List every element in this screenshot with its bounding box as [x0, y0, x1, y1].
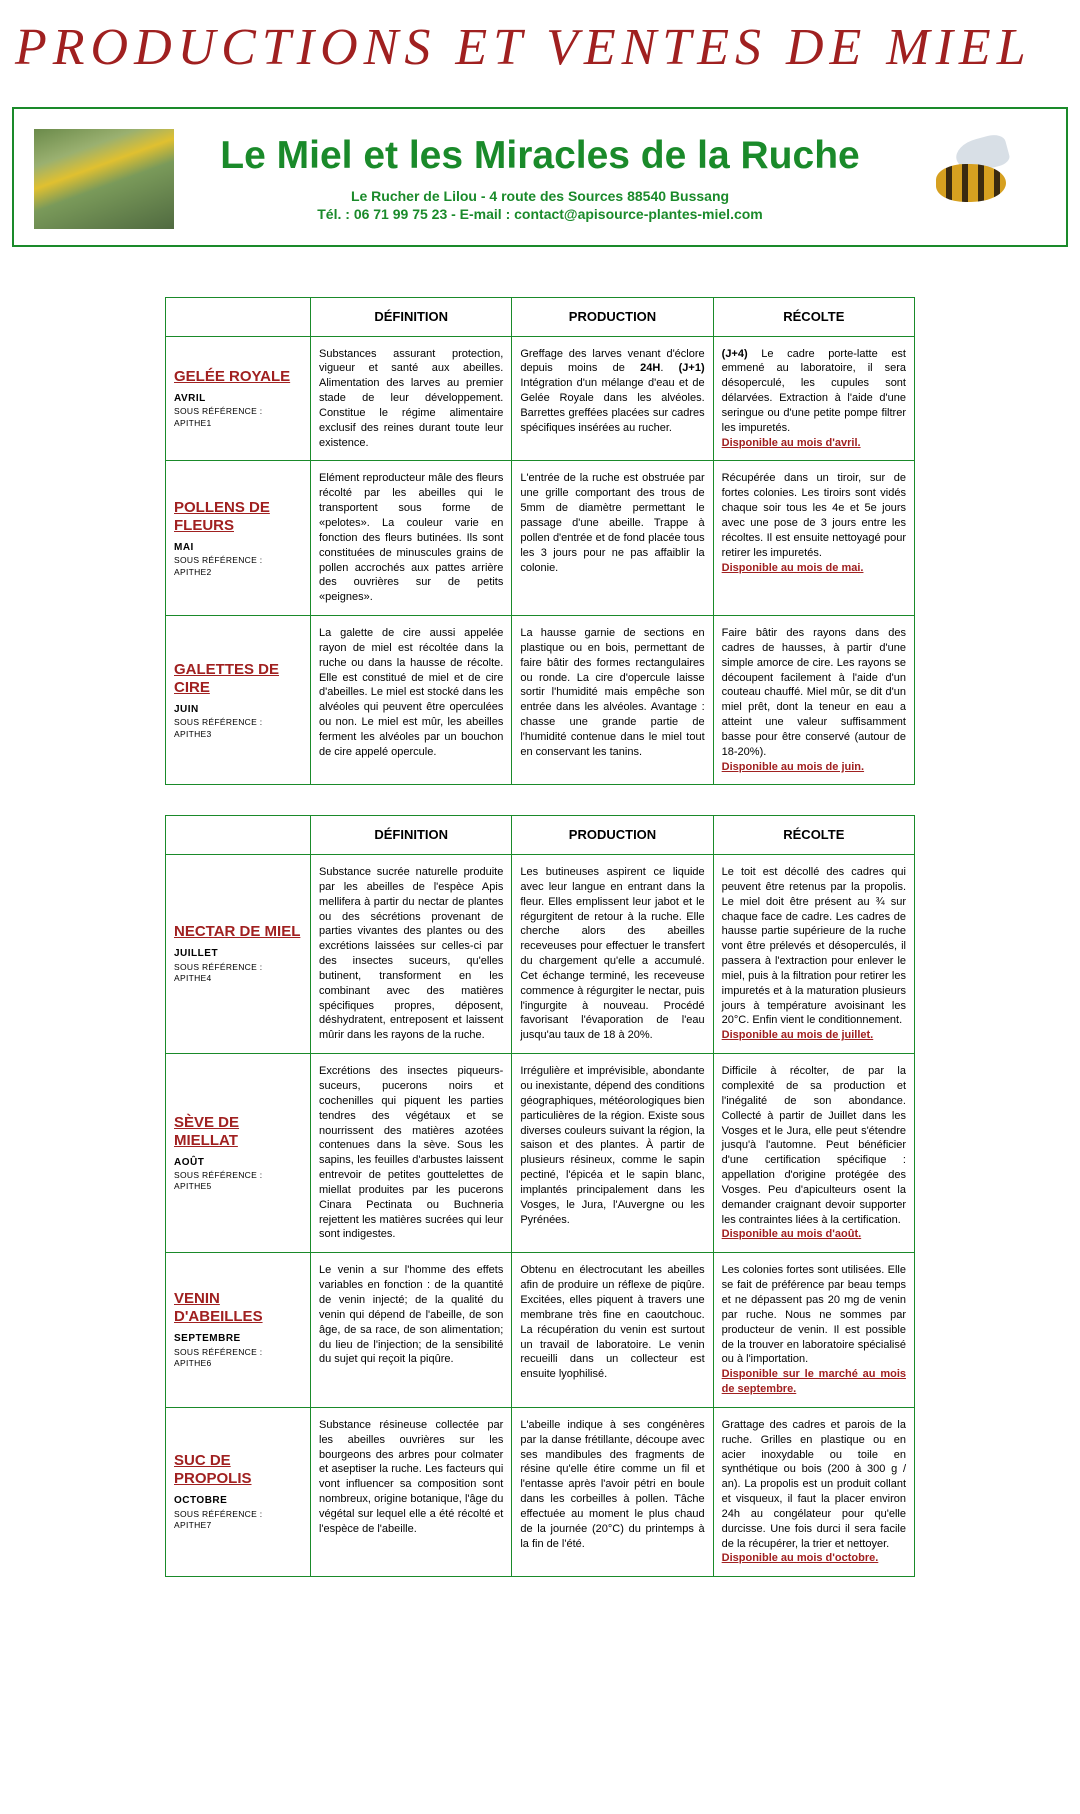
- col-recolte: RÉCOLTE: [713, 298, 914, 337]
- product-title: VENIN D'ABEILLES: [174, 1290, 302, 1326]
- col-recolte: RÉCOLTE: [713, 816, 914, 855]
- product-ref: SOUS RÉFÉRENCE : APITHE4: [174, 962, 302, 985]
- cell-recolte: Récupérée dans un tiroir, sur de fortes …: [713, 461, 914, 616]
- cell-definition: Substance sucrée naturelle produite par …: [311, 855, 512, 1054]
- product-name-cell: SUC DE PROPOLIS OCTOBRESOUS RÉFÉRENCE : A…: [166, 1407, 311, 1576]
- product-month: AVRIL: [174, 392, 302, 406]
- tel-label: Tél. :: [317, 206, 354, 222]
- table-row: GELÉE ROYALE AVRILSOUS RÉFÉRENCE : APITHE…: [166, 336, 915, 461]
- product-ref: SOUS RÉFÉRENCE : APITHE7: [174, 1509, 302, 1532]
- tel-value: 06 71 99 75 23: [354, 206, 447, 222]
- product-title: NECTAR DE MIEL: [174, 923, 302, 941]
- cell-production: La hausse garnie de sections en plastiqu…: [512, 616, 713, 785]
- tbody-1: GELÉE ROYALEAVRILSOUS RÉFÉRENCE : APITHE…: [166, 336, 915, 785]
- product-month: SEPTEMBRE: [174, 1332, 302, 1346]
- table-row: SUC DE PROPOLIS OCTOBRESOUS RÉFÉRENCE : A…: [166, 1407, 915, 1576]
- product-title: SUC DE PROPOLIS: [174, 1452, 302, 1488]
- tables-wrap: DÉFINITION PRODUCTION RÉCOLTE GELÉE ROYA…: [0, 297, 1080, 1647]
- product-month: JUIN: [174, 703, 302, 717]
- availability: Disponible sur le marché au mois de sept…: [722, 1367, 906, 1397]
- cell-production: Les butineuses aspirent ce liquide avec …: [512, 855, 713, 1054]
- banner-photo: [34, 129, 174, 229]
- cell-recolte: Le toit est décollé des cadres qui peuve…: [713, 855, 914, 1054]
- product-title: GELÉE ROYALE: [174, 368, 302, 386]
- cell-definition: Excrétions des insectes piqueurs-suceurs…: [311, 1054, 512, 1253]
- table-row: GALETTES DE CIRE JUINSOUS RÉFÉRENCE : API…: [166, 616, 915, 785]
- product-ref: SOUS RÉFÉRENCE : APITHE5: [174, 1170, 302, 1193]
- product-name-cell: VENIN D'ABEILLES SEPTEMBRESOUS RÉFÉRENCE …: [166, 1253, 311, 1408]
- availability: Disponible au mois de juin.: [722, 760, 906, 775]
- product-title: GALETTES DE CIRE: [174, 661, 302, 697]
- col-empty: [166, 816, 311, 855]
- cell-production: Obtenu en électrocutant les abeilles afi…: [512, 1253, 713, 1408]
- product-month: MAI: [174, 541, 302, 555]
- col-production: PRODUCTION: [512, 816, 713, 855]
- cell-definition: La galette de cire aussi appelée rayon d…: [311, 616, 512, 785]
- banner-center: Le Miel et les Miracles de la Ruche Le R…: [188, 134, 892, 224]
- cell-definition: Le venin a sur l'homme des effets variab…: [311, 1253, 512, 1408]
- availability: Disponible au mois d'octobre.: [722, 1551, 906, 1566]
- col-empty: [166, 298, 311, 337]
- cell-production: L'abeille indique à ses congénères par l…: [512, 1407, 713, 1576]
- cell-recolte: Grattage des cadres et parois de la ruch…: [713, 1407, 914, 1576]
- cell-recolte: (J+4) Le cadre porte-latte est emmené au…: [713, 336, 914, 461]
- tbody-2: NECTAR DE MIELJUILLETSOUS RÉFÉRENCE : AP…: [166, 855, 915, 1577]
- product-title: POLLENS DE FLEURS: [174, 499, 302, 535]
- product-name-cell: GALETTES DE CIRE JUINSOUS RÉFÉRENCE : API…: [166, 616, 311, 785]
- product-ref: SOUS RÉFÉRENCE : APITHE6: [174, 1347, 302, 1370]
- page-title: PRODUCTIONS ET VENTES DE MIEL: [0, 0, 1080, 87]
- bee-icon: [906, 134, 1046, 224]
- availability: Disponible au mois d'août.: [722, 1227, 906, 1242]
- availability: Disponible au mois de mai.: [722, 561, 906, 576]
- email-value: contact@apisource-plantes-miel.com: [514, 206, 763, 222]
- cell-production: Greffage des larves venant d'éclore depu…: [512, 336, 713, 461]
- email-label: - E-mail :: [447, 206, 514, 222]
- col-production: PRODUCTION: [512, 298, 713, 337]
- product-ref: SOUS RÉFÉRENCE : APITHE3: [174, 717, 302, 740]
- banner-title: Le Miel et les Miracles de la Ruche: [188, 134, 892, 178]
- col-definition: DÉFINITION: [311, 816, 512, 855]
- cell-recolte: Faire bâtir des rayons dans des cadres d…: [713, 616, 914, 785]
- banner-address: Le Rucher de Lilou - 4 route des Sources…: [188, 188, 892, 204]
- product-name-cell: POLLENS DE FLEURS MAISOUS RÉFÉRENCE : API…: [166, 461, 311, 616]
- product-ref: SOUS RÉFÉRENCE : APITHE1: [174, 406, 302, 429]
- cell-production: Irrégulière et imprévisible, abondante o…: [512, 1054, 713, 1253]
- cell-production: L'entrée de la ruche est obstruée par un…: [512, 461, 713, 616]
- cell-recolte: Les colonies fortes sont utilisées. Elle…: [713, 1253, 914, 1408]
- product-title: SÈVE DE MIELLAT: [174, 1114, 302, 1150]
- product-name-cell: SÈVE DE MIELLAT AOÛTSOUS RÉFÉRENCE : APIT…: [166, 1054, 311, 1253]
- product-month: JUILLET: [174, 947, 302, 961]
- cell-definition: Substance résineuse collectée par les ab…: [311, 1407, 512, 1576]
- table-row: POLLENS DE FLEURS MAISOUS RÉFÉRENCE : API…: [166, 461, 915, 616]
- cell-recolte: Difficile à récolter, de par la complexi…: [713, 1054, 914, 1253]
- cell-definition: Elément reproducteur mâle des fleurs réc…: [311, 461, 512, 616]
- col-definition: DÉFINITION: [311, 298, 512, 337]
- products-table-2: DÉFINITION PRODUCTION RÉCOLTE NECTAR DE …: [165, 815, 915, 1577]
- availability: Disponible au mois de juillet.: [722, 1028, 906, 1043]
- product-name-cell: GELÉE ROYALE AVRILSOUS RÉFÉRENCE : APITHE…: [166, 336, 311, 461]
- table-row: SÈVE DE MIELLAT AOÛTSOUS RÉFÉRENCE : APIT…: [166, 1054, 915, 1253]
- product-month: AOÛT: [174, 1156, 302, 1170]
- table-row: VENIN D'ABEILLES SEPTEMBRESOUS RÉFÉRENCE …: [166, 1253, 915, 1408]
- product-ref: SOUS RÉFÉRENCE : APITHE2: [174, 555, 302, 578]
- cell-definition: Substances assurant protection, vigueur …: [311, 336, 512, 461]
- product-name-cell: NECTAR DE MIEL JUILLETSOUS RÉFÉRENCE : AP…: [166, 855, 311, 1054]
- product-month: OCTOBRE: [174, 1494, 302, 1508]
- availability: Disponible au mois d'avril.: [722, 436, 906, 451]
- banner: Le Miel et les Miracles de la Ruche Le R…: [12, 107, 1068, 247]
- table-row: NECTAR DE MIEL JUILLETSOUS RÉFÉRENCE : AP…: [166, 855, 915, 1054]
- products-table-1: DÉFINITION PRODUCTION RÉCOLTE GELÉE ROYA…: [165, 297, 915, 785]
- banner-contact: Tél. : 06 71 99 75 23 - E-mail : contact…: [188, 206, 892, 222]
